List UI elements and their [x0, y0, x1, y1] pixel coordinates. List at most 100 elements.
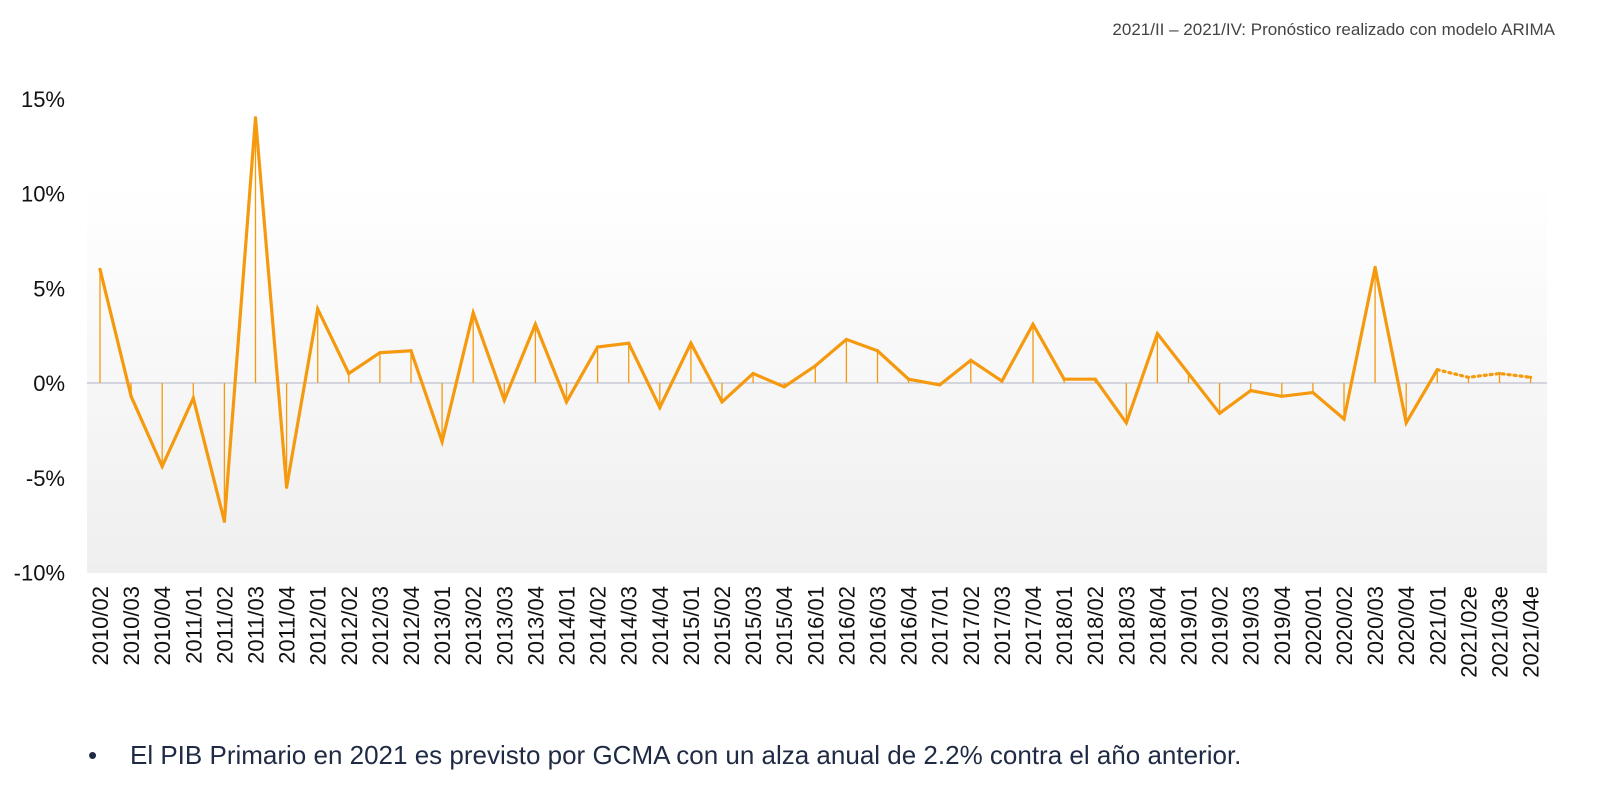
- data-point: [969, 358, 973, 362]
- x-tick-label: 2013/03: [492, 586, 517, 666]
- data-point: [409, 349, 413, 353]
- x-tick-label: 2020/01: [1301, 586, 1326, 666]
- data-point: [938, 383, 942, 387]
- data-point: [285, 485, 289, 489]
- summary-bullet: • El PIB Primario en 2021 es previsto por…: [88, 740, 1241, 771]
- x-tick-label: 2014/04: [648, 586, 673, 666]
- forecast-series-line: [1435, 368, 1533, 379]
- x-tick-label: 2010/04: [150, 586, 175, 666]
- data-point: [253, 116, 258, 120]
- x-tick-label: 2014/03: [617, 586, 642, 666]
- x-tick-label: 2019/01: [1177, 586, 1202, 666]
- x-tick-label: 2013/01: [430, 586, 455, 666]
- data-point: [533, 322, 538, 326]
- x-tick-label: 2018/01: [1052, 586, 1077, 666]
- data-point: [1249, 388, 1253, 393]
- data-point: [1031, 322, 1035, 326]
- x-tick-label: 2016/04: [897, 586, 922, 666]
- data-point: [440, 440, 444, 444]
- data-point: [1529, 375, 1533, 379]
- x-tick-label: 2012/02: [337, 586, 362, 666]
- y-tick-label: 10%: [21, 182, 65, 207]
- x-axis: 2010/02 2010/03 2010/04 2011/01 2011/02 2011/…: [88, 586, 1544, 678]
- data-point: [627, 341, 631, 345]
- data-point: [782, 385, 786, 389]
- x-tick-label: 2017/01: [928, 586, 953, 666]
- data-point: [129, 394, 133, 398]
- quarterly-growth-chart: 15% 10% 5% 0% -5% -10% 2010/02 2010/03 2010/04 2…: [14, 87, 1547, 678]
- data-point: [1435, 368, 1439, 372]
- x-tick-label: 2018/02: [1083, 586, 1108, 666]
- x-tick-label: 2012/01: [306, 586, 331, 666]
- data-point: [813, 364, 817, 368]
- x-tick-label: 2013/02: [461, 586, 486, 666]
- data-point: [907, 377, 911, 381]
- x-tick-label: 2020/02: [1332, 586, 1357, 666]
- y-tick-label: 5%: [33, 276, 65, 301]
- plot-background: [87, 180, 1547, 573]
- data-point: [689, 341, 693, 345]
- x-tick-label: 2017/04: [1021, 586, 1046, 666]
- data-point: [1280, 394, 1284, 398]
- actual-series-line: [98, 117, 1439, 522]
- x-tick-label: 2011/03: [244, 586, 269, 664]
- x-tick-label: 2011/04: [275, 586, 300, 664]
- x-tick-label: 2015/03: [741, 586, 766, 666]
- data-point: [347, 371, 351, 376]
- x-tick-label: 2014/01: [555, 586, 580, 666]
- x-tick-label: 2015/04: [772, 586, 797, 666]
- x-tick-label: 2021/03e: [1488, 586, 1513, 678]
- data-point: [471, 311, 475, 315]
- data-point: [751, 371, 755, 376]
- x-tick-label: 2019/03: [1239, 586, 1264, 666]
- data-point: [1311, 390, 1315, 395]
- data-point: [1497, 371, 1502, 376]
- data-point: [564, 400, 569, 404]
- x-tick-label: 2015/02: [710, 586, 735, 666]
- x-tick-label: 2010/03: [119, 586, 144, 666]
- data-point: [1373, 265, 1377, 270]
- y-axis: 15% 10% 5% 0% -5% -10%: [14, 87, 65, 586]
- data-point: [844, 337, 849, 342]
- forecast-note: 2021/II – 2021/IV: Pronóstico realizado …: [1112, 20, 1555, 39]
- data-point: [160, 464, 164, 468]
- bullet-marker: •: [88, 740, 98, 770]
- data-point: [191, 396, 195, 400]
- data-point: [658, 406, 662, 410]
- data-point: [596, 345, 600, 349]
- x-tick-label: 2021/02e: [1456, 586, 1481, 678]
- x-tick-label: 2019/02: [1208, 586, 1233, 666]
- data-point: [1186, 371, 1191, 376]
- x-tick-label: 2016/02: [834, 586, 859, 666]
- data-point: [222, 519, 226, 523]
- x-tick-label: 2011/02: [212, 586, 237, 664]
- data-point: [1155, 332, 1159, 336]
- x-tick-label: 2018/03: [1114, 586, 1139, 666]
- data-point: [1124, 421, 1128, 425]
- x-tick-label: 2018/04: [1145, 586, 1170, 666]
- x-tick-label: 2013/04: [523, 586, 548, 666]
- x-tick-label: 2014/02: [586, 586, 611, 666]
- data-point: [502, 398, 506, 402]
- data-point: [720, 400, 724, 404]
- x-tick-label: 2015/01: [679, 586, 704, 666]
- data-point: [1000, 379, 1004, 383]
- x-tick-label: 2021/01: [1425, 586, 1450, 666]
- y-tick-label: -10%: [14, 561, 65, 586]
- data-point: [1404, 421, 1408, 425]
- data-point: [1062, 377, 1066, 381]
- data-point: [875, 349, 880, 353]
- data-point: [1093, 377, 1097, 381]
- x-tick-label: 2020/04: [1394, 586, 1419, 666]
- y-tick-label: -5%: [26, 466, 65, 491]
- data-point: [1466, 375, 1470, 379]
- y-tick-label: 0%: [33, 371, 65, 396]
- x-tick-label: 2017/03: [990, 586, 1015, 666]
- y-tick-label: 15%: [21, 87, 65, 112]
- data-point: [378, 351, 382, 355]
- series-line: [98, 116, 1533, 523]
- data-point: [1342, 417, 1346, 421]
- x-tick-label: 2012/03: [368, 586, 393, 666]
- x-tick-label: 2016/01: [803, 586, 828, 666]
- data-point: [316, 307, 320, 311]
